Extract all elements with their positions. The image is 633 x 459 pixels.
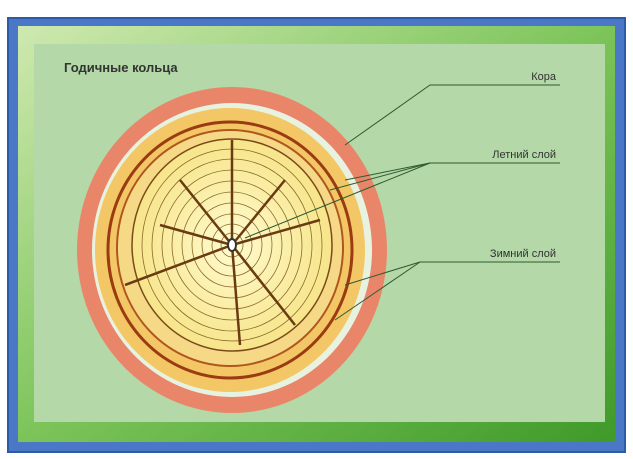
label-bark: Кора <box>531 71 557 83</box>
diagram: Годичные кольца Кора Летний слой З <box>0 0 633 459</box>
pith <box>228 239 236 251</box>
page: Годичные кольца Кора Летний слой З <box>0 0 633 459</box>
label-summer: Летний слой <box>492 149 556 161</box>
title: Годичные кольца <box>64 60 178 75</box>
tree-cross-section <box>77 87 387 413</box>
label-winter: Зимний слой <box>490 248 556 260</box>
